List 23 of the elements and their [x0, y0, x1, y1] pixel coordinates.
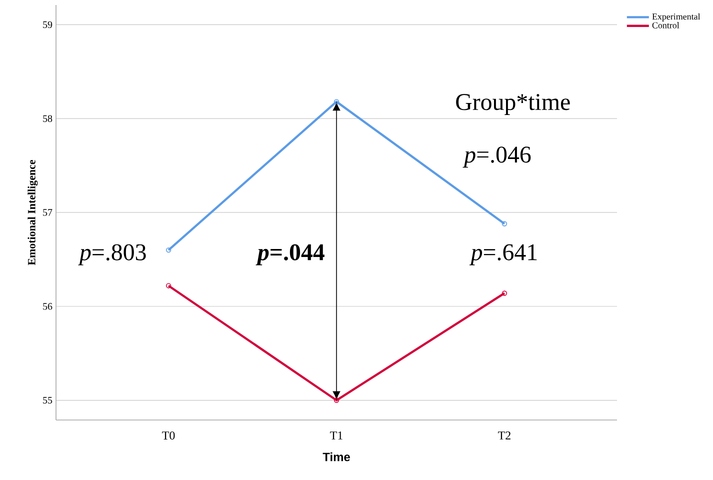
- point: [502, 290, 508, 296]
- point: [166, 283, 172, 288]
- point: [334, 398, 340, 403]
- y-tick-label: 58: [43, 115, 52, 122]
- y-tick-label: 55: [43, 396, 52, 404]
- x-axis-title: Time: [322, 452, 350, 462]
- annotation: Group*time: [456, 94, 570, 115]
- annotation: p=.803: [78, 244, 146, 266]
- point: [166, 247, 172, 253]
- y-tick-label: 56: [43, 303, 52, 310]
- x-tick-label: T1: [330, 432, 342, 440]
- point: [502, 221, 508, 226]
- annotation: p=.046: [462, 146, 531, 168]
- y-tick-label: 59: [43, 21, 52, 28]
- y-axis-title: Emotional Intelligence: [28, 160, 38, 266]
- legend-label: Experimental: [652, 13, 700, 22]
- x-tick-label: T0: [162, 432, 175, 440]
- text: p=.044: [256, 244, 324, 266]
- annotation: p=.641: [469, 244, 537, 266]
- x-tick-label: T2: [498, 432, 510, 440]
- legend-label: Control: [652, 22, 680, 28]
- y-tick-label: 57: [43, 209, 52, 216]
- point: [334, 99, 340, 104]
